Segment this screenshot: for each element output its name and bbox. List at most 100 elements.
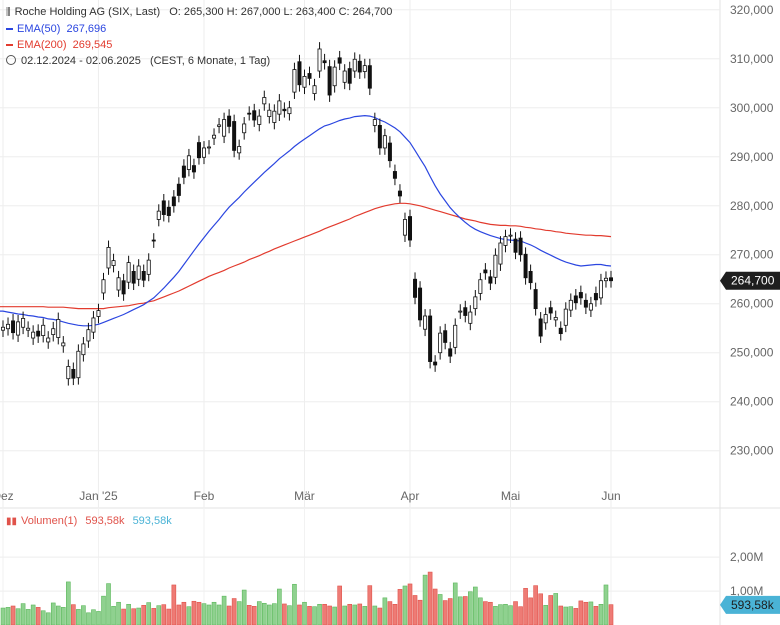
candle	[593, 286, 598, 307]
volume-bar	[126, 604, 131, 625]
volume-bar	[60, 607, 66, 625]
candle-body	[528, 271, 533, 284]
candle	[413, 272, 418, 305]
candle	[277, 94, 282, 122]
candle-body	[166, 206, 171, 216]
candle-body	[337, 57, 342, 64]
candle	[548, 300, 553, 320]
ohlc-values: O: 265,300 H: 267,000 L: 263,400 C: 264,…	[169, 6, 393, 18]
candle	[609, 270, 614, 288]
ema200-label: EMA(200)	[17, 39, 67, 51]
volume-bar	[347, 604, 353, 625]
candle-body	[66, 366, 71, 380]
candle	[493, 248, 498, 285]
candle	[337, 50, 342, 71]
time-axis: Dez Jan '25 Feb Mär Apr Mai Jun	[0, 489, 621, 503]
candle	[116, 270, 121, 297]
candle-body	[508, 234, 513, 237]
candle-body	[11, 320, 16, 334]
candle	[31, 325, 36, 345]
candle-body	[302, 76, 307, 88]
candle	[257, 109, 262, 132]
candle-body	[171, 196, 176, 207]
ema50-legend[interactable]: EMA(50) 267,696	[6, 21, 392, 37]
candle-body	[342, 70, 347, 83]
ema200-line	[0, 202, 612, 310]
candle	[468, 305, 473, 331]
volume-bar	[503, 604, 508, 625]
volume-bar	[498, 604, 503, 625]
volume-bar	[377, 607, 383, 625]
candle-body	[106, 246, 111, 269]
volume-bar	[116, 601, 121, 625]
candle	[131, 264, 136, 291]
candle	[196, 135, 201, 165]
candle	[36, 324, 41, 343]
candle-body	[402, 219, 407, 236]
volume-bar	[20, 603, 26, 625]
candle	[166, 200, 171, 223]
candle-body	[262, 97, 267, 105]
volume-bar	[226, 605, 232, 625]
volume-bar	[121, 608, 126, 625]
candle-body	[131, 271, 136, 284]
candle	[578, 285, 583, 305]
candle-body	[453, 324, 458, 348]
candle-body	[136, 265, 141, 280]
volume-bar	[593, 606, 599, 625]
candle-body	[297, 61, 302, 86]
candle	[392, 164, 397, 186]
volume-bar	[573, 608, 579, 625]
volume-bar	[533, 585, 538, 625]
candle	[232, 114, 237, 158]
candle-body	[322, 60, 327, 64]
x-tick-label: Feb	[194, 489, 215, 503]
candle	[543, 307, 548, 330]
candle	[126, 255, 131, 290]
volume-bar	[432, 588, 438, 625]
candle	[121, 273, 126, 301]
candle	[136, 259, 141, 287]
candle	[433, 355, 438, 372]
volume-bar	[86, 612, 91, 625]
candle	[382, 128, 387, 155]
candle	[402, 212, 407, 243]
candle	[56, 312, 61, 345]
volume-bar	[66, 581, 71, 625]
volume-bar	[412, 595, 418, 625]
volume-bar	[357, 603, 363, 625]
candle-body	[0, 326, 6, 331]
candle-body	[583, 299, 588, 308]
volume-bar	[528, 597, 533, 625]
candle	[538, 312, 543, 343]
volume-tick-label: 2,00M	[730, 550, 763, 564]
candle-body	[438, 332, 443, 354]
x-tick-label: Dez	[0, 489, 14, 503]
volume-bar	[261, 602, 267, 625]
y-tick-label: 310,000	[730, 52, 774, 66]
candle-body	[181, 165, 186, 178]
candle-body	[176, 183, 181, 196]
instrument-title: Roche Holding AG (SIX, Last)	[14, 6, 161, 18]
candle	[161, 194, 166, 222]
volume-bar	[402, 585, 408, 625]
candle-body	[121, 280, 126, 295]
volume-bar	[483, 601, 488, 625]
volume-bar	[211, 601, 217, 625]
ema200-legend[interactable]: EMA(200) 269,545	[6, 37, 392, 53]
volume-bar	[141, 605, 146, 625]
candle	[503, 229, 508, 253]
candle-body	[81, 343, 86, 356]
volume-axis: 1,00M 2,00M	[730, 550, 763, 598]
candle	[141, 264, 146, 288]
volume-bar	[307, 606, 312, 625]
candle	[237, 139, 242, 160]
volume-bar	[272, 603, 277, 625]
candle-body	[141, 271, 146, 281]
candle	[347, 61, 352, 91]
candle-body	[61, 342, 66, 347]
volume-bar	[231, 598, 237, 625]
volume-bar	[35, 607, 41, 625]
volume-bar	[407, 583, 413, 625]
